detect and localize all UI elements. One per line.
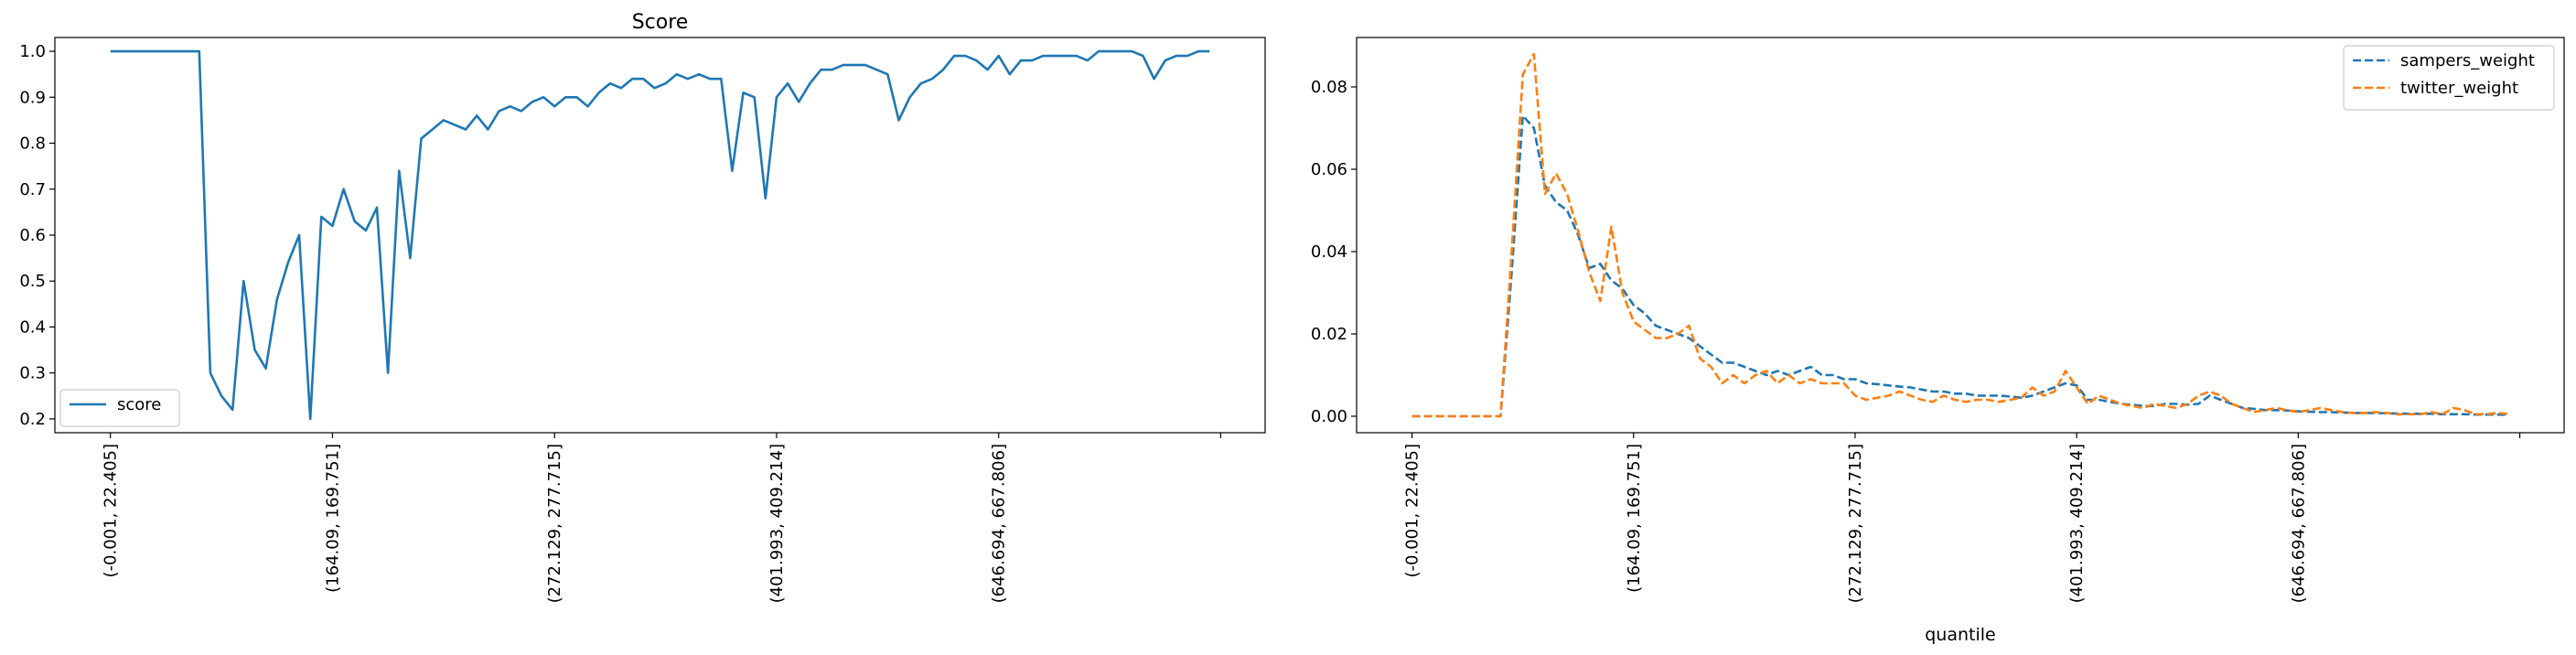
axes-frame — [1356, 37, 2565, 434]
y-tick-label: 0.8 — [19, 134, 46, 154]
score-chart-panel: Score 0.2 0.3 0.4 0.5 0.6 0.7 0.8 0.9 1.0 (-0.001,… — [19, 11, 1266, 603]
x-tick-label: (-0.001, 22.405] — [1403, 444, 1422, 578]
x-tick-label: (646.694, 667.806] — [2289, 444, 2308, 603]
weights-chart-panel: 0.00 0.02 0.04 0.06 0.08 (-0.001, 22.405] (164… — [1311, 37, 2565, 645]
x-tick-label: (646.694, 667.806] — [990, 444, 1009, 603]
y-tick-label: 0.2 — [19, 410, 46, 429]
series-line-twitter_weight — [1411, 52, 2509, 418]
y-tick-label: 0.06 — [1311, 160, 1347, 179]
legend-box — [2343, 45, 2555, 111]
y-tick-label: 0.7 — [19, 180, 46, 199]
x-axis-label: quantile — [1925, 625, 1995, 645]
x-tick-label: (272.129, 277.715] — [545, 444, 564, 603]
y-tick-label: 0.6 — [19, 226, 46, 245]
legend-label-twitter_weight: twitter_weight — [2400, 79, 2518, 98]
series-line-sampers_weight — [1411, 114, 2509, 418]
y-tick-label: 0.04 — [1311, 242, 1347, 262]
x-tick-label: (401.993, 409.214] — [767, 444, 787, 603]
x-tick-label: (272.129, 277.715] — [1846, 444, 1865, 603]
x-tick-label: (-0.001, 22.405] — [102, 444, 121, 578]
y-tick-label: 1.0 — [19, 42, 46, 61]
chart-title: Score — [632, 11, 689, 34]
y-tick-label: 0.02 — [1311, 325, 1347, 344]
y-tick-label: 0.00 — [1311, 407, 1347, 426]
x-tick-label: (164.09, 169.751] — [1625, 444, 1644, 593]
y-tick-label: 0.3 — [19, 364, 46, 383]
x-tick-label: (164.09, 169.751] — [323, 444, 342, 593]
y-tick-label: 0.9 — [19, 88, 46, 107]
series-line-score — [110, 49, 1210, 421]
x-tick-label: (401.993, 409.214] — [2067, 444, 2087, 603]
legend-box — [59, 389, 180, 427]
y-tick-label: 0.4 — [19, 317, 46, 337]
y-tick-label: 0.5 — [19, 272, 46, 291]
legend-label-score: score — [117, 395, 161, 414]
legend-label-sampers_weight: sampers_weight — [2400, 51, 2535, 70]
y-tick-label: 0.08 — [1311, 78, 1347, 97]
